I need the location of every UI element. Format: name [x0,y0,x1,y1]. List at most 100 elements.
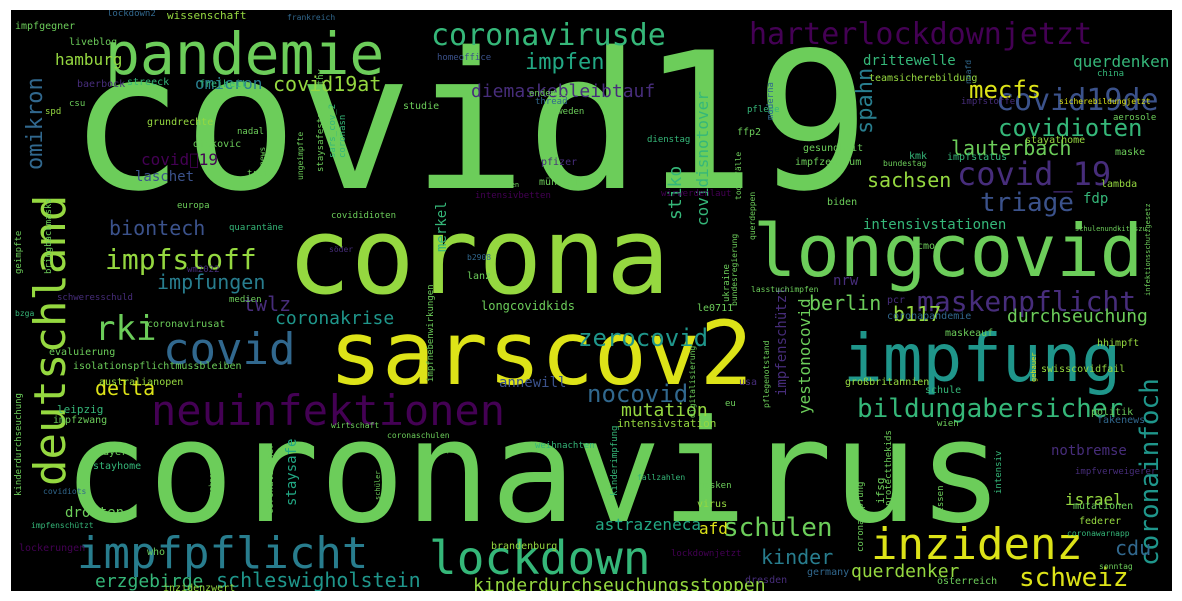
word-mutationen: mutationen [1073,501,1134,512]
word-impfzwang: impfzwang [53,415,108,426]
word-massnahmen: massnahmen [208,469,216,512]
word-rlp: rlp [437,445,452,454]
word-freiheit: freiheit [199,79,248,90]
word-wirwerdenlaut: wirwerdenlaut [661,189,732,199]
word-hamburg: hamburg [55,50,123,69]
word-quarantaene: quarantäne [229,223,284,233]
word-lockdown2: lockdown2 [107,10,156,19]
word-longcovid: longcovid [753,209,1144,293]
word-b2908: b2908 [467,253,492,262]
word-rki: rki [95,309,157,349]
word-impfung: impfung [843,320,1122,397]
word-moderna: moderna [766,82,776,120]
word-sicherebildungjetzt: sicherebildungjetzt [1059,97,1151,106]
word-omicron: omicron [195,74,263,93]
word-politik: politik [1091,407,1134,418]
word-who: who [147,547,166,558]
word-schweden: schweden [541,107,585,117]
word-b117: b117 [893,302,942,326]
word-nrw: nrw [833,273,859,289]
word-lockdown: lockdown [429,531,651,585]
word-virus: virus [697,499,728,510]
word-lambda: lambda [1101,179,1138,190]
word-bundesregierung: bundesregierung [730,233,739,306]
word-kmk: kmk [909,151,928,162]
word-lockerungen: lockerungen [19,543,86,554]
word-nocovid: nocovid [587,380,689,408]
word-brandenburg: brandenburg [491,541,558,552]
word-kinderimpfung: kinderimpfung [610,425,620,496]
word-fallzahlen: fallzahlen [637,473,686,482]
word-medien: medien [229,295,262,305]
word-wien: wien [937,419,959,429]
word-intensiv: intensiv [994,450,1004,494]
word-infektionsschutzgesetz: infektionsschutzgesetz [1144,203,1152,296]
word-impfstoff: impfstoff [105,243,257,276]
word-usa: usa [739,377,758,388]
word-digitalisierung: digitalisierung [688,345,697,418]
word-endemie: endemie [529,89,567,99]
word-teamsicherebildung: teamsicherebildung [869,73,978,84]
word-harterlockdownjetzt: harterlockdownjetzt [749,17,1093,52]
word-querdenken: querdenken [1073,52,1170,71]
word-impfungen: impfungen [157,270,266,294]
word-covidiots: covidiots [43,487,87,496]
word-ungeimpfte: ungeimpfte [296,131,305,180]
word-coronawarnapp: coronawarnapp [1067,529,1130,538]
word-intensivstation: intensivstation [617,417,717,430]
word-notbremse: notbremse [1051,443,1127,459]
word-hhimpft: hhimpft [1097,338,1140,349]
word-yestonocovid: yestonocovid [795,298,814,414]
word-leipzig: leipzig [57,403,104,416]
word-isolationspflichtmussbleiben: isolationspflichtmussbleiben [73,361,242,372]
word-zerocovid: zerocovid [578,324,709,352]
word-schueler: schüler [374,470,382,500]
word-triage: triage [980,188,1074,218]
word-trump: trump [247,169,275,179]
word-maskeauf: maskeauf [945,328,994,339]
word-nadal: nadal [237,127,265,137]
word-inzidenz: inzidenz [871,519,1083,570]
word-sarscov2: sarscov2 [329,302,753,405]
word-covid19de: covid19de [996,83,1159,118]
word-noafd: noafd [964,59,973,84]
word-covid19: covid19 [69,12,870,233]
word-intensivstationen: intensivstationen [863,217,1007,233]
word-coronavirusat: coronavirusat [147,319,226,330]
word-astrazeneca: astrazeneca [595,515,701,534]
word-sachsen: sachsen [867,168,952,192]
word-impfzentrum: impfzentrum [795,157,862,168]
word-stayathome: stayathome [1025,135,1086,146]
word-annewill: annewill [499,375,567,391]
word-intensivbetten: intensivbetten [475,191,551,201]
word-sonntag: sonntag [1099,562,1133,571]
word-fdp: fdp [1083,191,1109,207]
word-germany: germany [807,567,850,578]
word-le0711: le0711 [697,303,734,314]
word-studie: studie [403,101,440,112]
word-coronaleugner: coronaleugner [266,443,276,514]
word-baerbock: baerbock [77,79,126,90]
word-covidisnotover: covidisnotover [693,91,712,226]
word-streeck: streeck [127,77,170,88]
word-pflegenotstand: pflegenotstand [762,340,771,408]
word-cdu: cdu [1115,536,1152,560]
word-israel: israel [1065,490,1123,509]
word-staysafe: staysafe [284,438,300,506]
word-diemaskebleibtauf: diemaskebleibtauf [471,81,656,102]
word-gebauer: gebauer [1030,352,1038,382]
word-gesundheit: gesundheit [803,143,864,154]
word-lasstuchimpfen: lasstuchimpfen [751,285,819,294]
word-impfen: impfen [525,50,605,75]
word-liveblog: liveblog [69,37,118,48]
word-ffp2: ffp2 [737,127,762,138]
word-durchseuchung: durchseuchung [1007,306,1148,327]
word-pflege: pflege [747,105,780,115]
word-covid_19: covid_19 [957,155,1112,193]
word-impfstatus: impfstatus [947,152,1008,163]
word-coronaimpfung: coronaimpfung [856,481,866,552]
word-lockdownjetzt: lockdownjetzt [671,549,742,559]
word-sars_cov_2: sars_cov_2 [328,103,338,158]
word-covididioten: covididioten [331,211,397,221]
word-ecmo: ecmo [911,241,936,252]
